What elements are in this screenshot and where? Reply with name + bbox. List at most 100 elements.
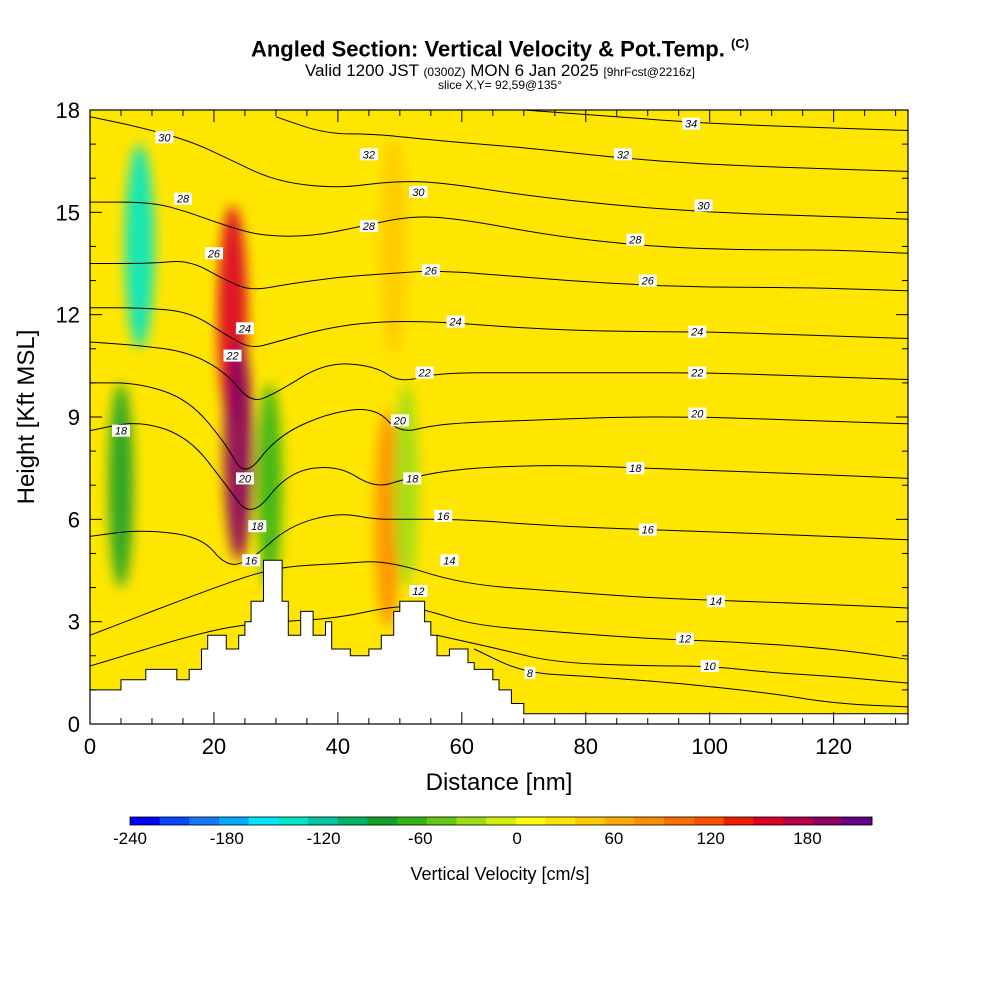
- isentrope-18: [90, 423, 908, 510]
- contour-label: 30: [158, 132, 171, 144]
- colorbar-swatch: [812, 817, 843, 825]
- contour-label-bg: [613, 148, 632, 161]
- plot-background: [90, 110, 908, 724]
- contour-label: 24: [690, 327, 703, 339]
- contour-label: 16: [245, 555, 258, 567]
- contour-label: 26: [424, 265, 438, 277]
- colorbar: -240 -180 -120 -60 0 60 120 180: [113, 816, 873, 848]
- contour-label: 22: [690, 368, 703, 380]
- colorbar-tick-label: 60: [604, 829, 623, 848]
- x-tick-label: 20: [202, 734, 226, 759]
- terrain: [90, 559, 908, 724]
- contour-label: 20: [393, 415, 407, 427]
- colorbar-swatch: [426, 817, 457, 825]
- contour-label-bg: [155, 131, 174, 144]
- contour-label: 32: [617, 149, 629, 161]
- contour-label-bg: [173, 192, 192, 205]
- colorbar-swatch: [278, 817, 309, 825]
- contour-label-bg: [235, 472, 254, 485]
- x-tick-label: 0: [84, 734, 96, 759]
- y-tick-label: 3: [68, 610, 80, 635]
- contour-label-bg: [242, 554, 261, 567]
- contour-label-bg: [409, 584, 428, 597]
- vv-feature-updraft: [381, 137, 407, 356]
- contour-label-bg: [688, 325, 707, 338]
- terrain-profile: [90, 559, 908, 724]
- vertical-velocity-field: [108, 137, 419, 629]
- isentrope-28: [90, 201, 908, 254]
- y-tick-label: 0: [68, 712, 80, 737]
- contour-label-bg: [688, 366, 707, 379]
- contour-label: 18: [406, 473, 419, 485]
- contour-label-bg: [403, 472, 422, 485]
- contour-label-bg: [524, 666, 536, 679]
- y-axis-label: Height [Kft MSL]: [13, 330, 40, 505]
- title-mark: (C): [731, 36, 750, 51]
- contour-label-bg: [204, 247, 223, 260]
- contour-label: 16: [642, 525, 655, 537]
- colorbar-tick-label: -240: [113, 829, 147, 848]
- axis-ticks: [89, 109, 908, 725]
- isentrope-8: [473, 648, 908, 708]
- colorbar-tick-label: -60: [408, 829, 433, 848]
- contour-label: 20: [238, 473, 252, 485]
- isentrope-32: [275, 116, 908, 172]
- isentrope-16: [90, 514, 908, 565]
- contour-label: 26: [641, 276, 655, 288]
- colorbar-swatch: [842, 817, 873, 825]
- isentrope-24: [90, 307, 908, 348]
- contour-label: 30: [412, 187, 425, 199]
- contour-label: 24: [238, 323, 251, 335]
- y-tick-label: 12: [56, 303, 80, 328]
- contour-label: 14: [443, 555, 455, 567]
- contour-label-bg: [359, 219, 378, 232]
- colorbar-swatch: [782, 817, 814, 825]
- contour-label: 30: [697, 201, 710, 213]
- x-axis-label: Distance [nm]: [426, 769, 573, 796]
- contour-label: 20: [690, 409, 704, 421]
- colorbar-tick-label: 180: [793, 829, 821, 848]
- chart-title-text: Angled Section: Vertical Velocity & Pot.…: [250, 36, 725, 62]
- isentrope-26: [90, 261, 908, 292]
- contour-label: 32: [363, 149, 375, 161]
- colorbar-swatch: [219, 817, 250, 825]
- contour-label: 8: [527, 668, 534, 680]
- colorbar-swatch: [693, 817, 725, 825]
- contour-label-bg: [409, 185, 428, 198]
- contour-label-bg: [446, 315, 465, 328]
- contour-label: 24: [448, 316, 461, 328]
- contour-label-bg: [688, 407, 707, 420]
- contour-label-bg: [421, 264, 440, 277]
- contour-label: 10: [704, 661, 717, 673]
- contour-label: 14: [710, 596, 722, 608]
- contour-label: 18: [629, 463, 642, 475]
- colorbar-swatch: [456, 817, 487, 825]
- contour-label-bg: [415, 366, 434, 379]
- colorbar-swatch: [159, 817, 190, 825]
- contour-label-bg: [638, 274, 657, 287]
- colorbar-swatch: [367, 817, 398, 825]
- contour-labels: 30 32 32 34 28 30 30 26 28 28 26 26 24 24 24 22 22 22 20 20…: [111, 117, 725, 680]
- isentrope-contours: [90, 110, 908, 708]
- zulu-time: (0300Z): [423, 65, 466, 79]
- colorbar-tick-label: 120: [697, 829, 725, 848]
- colorbar-swatch: [189, 817, 220, 825]
- isentrope-34: [523, 110, 908, 131]
- contour-label-bg: [235, 322, 254, 335]
- contour-label: 34: [685, 119, 697, 131]
- contour-label-bg: [626, 233, 645, 246]
- isentrope-20: [90, 382, 908, 470]
- x-tick-label: 100: [691, 734, 728, 759]
- vv-feature-updraft: [223, 341, 254, 561]
- colorbar-swatch: [575, 817, 606, 825]
- colorbar-swatch: [723, 817, 754, 825]
- contour-label-bg: [700, 660, 719, 673]
- contour-label: 18: [115, 426, 128, 438]
- contour-label: 28: [362, 221, 376, 233]
- vv-feature-downdraft: [108, 382, 134, 588]
- colorbar-swatch: [753, 817, 784, 825]
- contour-label-bg: [694, 199, 713, 212]
- contour-label-bg: [440, 554, 459, 567]
- vv-feature-downdraft: [257, 382, 283, 588]
